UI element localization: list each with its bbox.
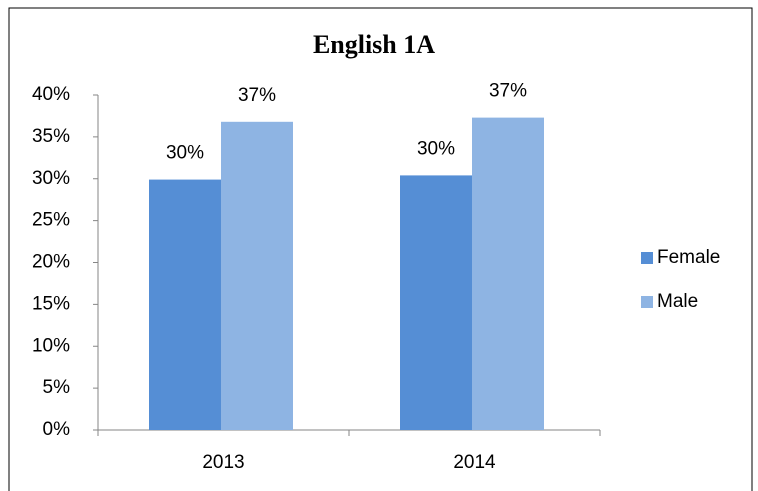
y-tick-label: 35% (32, 126, 70, 147)
bar (221, 121, 293, 431)
y-tick-label: 15% (32, 293, 70, 314)
y-tick-label: 25% (32, 210, 70, 231)
data-label: 30% (417, 138, 455, 159)
y-tick-label: 40% (32, 84, 70, 105)
chart-frame (8, 7, 753, 491)
bar (149, 179, 221, 430)
legend-label: Female (657, 247, 720, 268)
data-label: 37% (489, 81, 527, 102)
bar (400, 175, 472, 430)
y-tick-label: 5% (43, 377, 71, 398)
y-tick-label: 10% (32, 335, 70, 356)
y-tick-label: 30% (32, 168, 70, 189)
data-label: 30% (166, 143, 204, 164)
bar (472, 117, 544, 431)
legend-swatch (641, 296, 653, 308)
legend-swatch (641, 252, 653, 264)
chart-title: English 1A (313, 30, 435, 59)
data-label: 37% (238, 85, 276, 106)
legend-label: Male (657, 291, 698, 312)
x-tick-label: 2013 (202, 452, 244, 473)
x-tick-label: 2014 (453, 452, 496, 473)
y-tick-label: 20% (32, 252, 70, 273)
y-tick-label: 0% (43, 419, 71, 440)
